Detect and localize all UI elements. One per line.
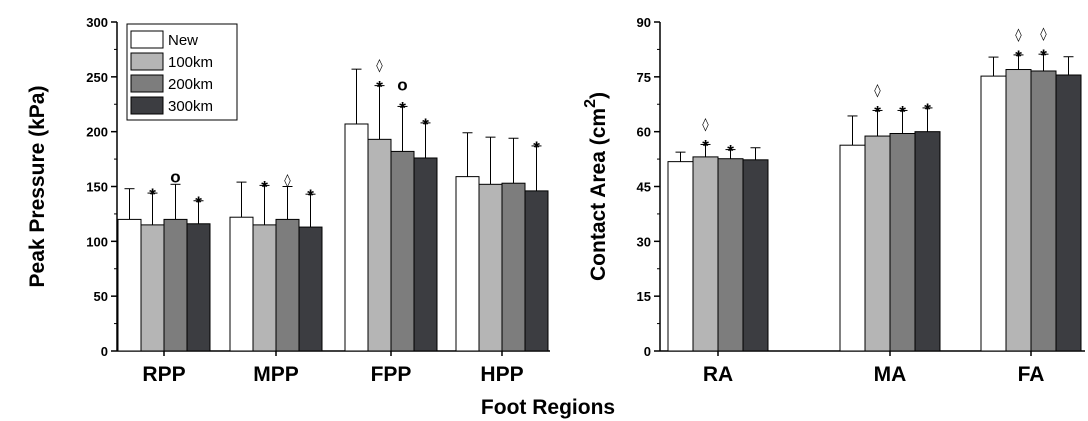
legend-swatch (130, 30, 164, 49)
legend-label-New: New (168, 32, 198, 49)
bar-MPP-200km (275, 218, 300, 352)
y-tick-label: 250 (86, 70, 108, 85)
y-tick-label: 75 (637, 70, 651, 85)
significance-star: * (399, 98, 406, 117)
significance-star: * (899, 102, 906, 121)
y-tick-label: 300 (86, 15, 108, 30)
significance-star: * (261, 177, 268, 196)
category-label-MA: MA (874, 363, 907, 386)
chart-panel-1: 0 50 100 150 200 250 300 Peak Pressure (kPa) * o *… (26, 15, 550, 386)
y-axis-title-superscript: 2 (582, 99, 599, 108)
bar-FPP-100km (367, 138, 392, 352)
y-tick-label: 150 (86, 180, 108, 195)
bar-RPP-300km (186, 223, 211, 352)
bar-RPP-200km (163, 218, 188, 352)
significance-star: * (874, 102, 881, 121)
y-tick-label: 60 (637, 125, 651, 140)
significance-diamond: ◊ (376, 59, 383, 74)
significance-star: * (376, 78, 383, 97)
y-tick-label: 90 (637, 15, 651, 30)
category-label-MPP: MPP (253, 363, 299, 386)
significance-diamond: ◊ (702, 117, 709, 132)
chart-panel-2: 0 15 30 45 60 75 90 Contact Area (cm2) * ◊ * RA * ◊ * *… (582, 15, 1085, 386)
significance-star: * (1040, 46, 1047, 65)
legend-label-200km: 200km (168, 76, 213, 93)
y-tick-label: 100 (86, 234, 108, 249)
category-label-RA: RA (703, 363, 733, 386)
significance-star: * (195, 193, 202, 212)
bar-RA-New (667, 161, 694, 352)
legend-label-300km: 300km (168, 98, 213, 115)
significance-diamond: ◊ (874, 83, 881, 98)
y-tick-label: 15 (637, 289, 651, 304)
bar-RPP-100km (140, 224, 165, 352)
bar-HPP-100km (478, 183, 503, 352)
category-label-RPP: RPP (142, 363, 185, 386)
significance-star: * (533, 138, 540, 157)
bar-MPP-100km (252, 224, 277, 352)
bar-FA-300km (1055, 74, 1082, 352)
significance-circle: o (170, 167, 180, 186)
y-tick-label: 45 (637, 180, 651, 195)
bar-HPP-300km (524, 190, 549, 352)
significance-diamond: ◊ (284, 174, 291, 189)
y-tick-label: 0 (101, 344, 108, 359)
significance-star: * (1015, 47, 1022, 66)
bar-MA-300km (914, 131, 941, 352)
bar-RA-300km (742, 159, 769, 352)
significance-diamond: ◊ (1040, 27, 1047, 42)
bar-MA-New (839, 144, 866, 352)
bar-HPP-New (455, 176, 480, 352)
bar-MA-100km (864, 135, 891, 352)
significance-star: * (149, 185, 156, 204)
legend: New 100km 200km 300km (126, 23, 238, 121)
legend-swatch (130, 74, 164, 93)
bar-HPP-200km (501, 182, 526, 352)
bar-MPP-New (229, 216, 254, 352)
bar-FPP-New (344, 123, 369, 352)
bar-FPP-300km (413, 157, 438, 352)
category-label-FA: FA (1018, 363, 1045, 386)
bar-RA-200km (717, 158, 744, 352)
category-label-FPP: FPP (371, 363, 412, 386)
significance-star: * (702, 136, 709, 155)
legend-swatch (130, 96, 164, 115)
bar-FA-New (980, 75, 1007, 352)
significance-diamond: ◊ (1015, 28, 1022, 43)
y-axis-title-main: Peak Pressure (kPa) (26, 86, 49, 288)
bar-MPP-300km (298, 226, 323, 352)
bar-FA-200km (1030, 70, 1057, 352)
x-axis-title: Foot Regions (481, 396, 615, 419)
y-tick-label: 200 (86, 125, 108, 140)
y-axis-title: Peak Pressure (kPa) (26, 86, 49, 288)
significance-circle: o (397, 75, 407, 94)
significance-star: * (307, 186, 314, 205)
y-tick-label: 0 (644, 344, 651, 359)
significance-star: * (727, 142, 734, 161)
significance-star: * (924, 100, 931, 119)
bar-FA-100km (1005, 69, 1032, 352)
y-tick-label: 50 (94, 289, 108, 304)
y-axis-title-main: Contact Area (cm (587, 108, 610, 281)
y-axis-title-close: ) (587, 92, 610, 99)
y-tick-label: 30 (637, 234, 651, 249)
category-label-HPP: HPP (480, 363, 523, 386)
bar-RA-100km (692, 156, 719, 352)
legend-swatch (130, 52, 164, 71)
bar-RPP-New (117, 218, 142, 352)
y-axis-title: Contact Area (cm2) (582, 92, 610, 281)
bar-MA-200km (889, 132, 916, 352)
legend-label-100km: 100km (168, 54, 213, 71)
bar-FPP-200km (390, 150, 415, 352)
significance-star: * (422, 115, 429, 134)
